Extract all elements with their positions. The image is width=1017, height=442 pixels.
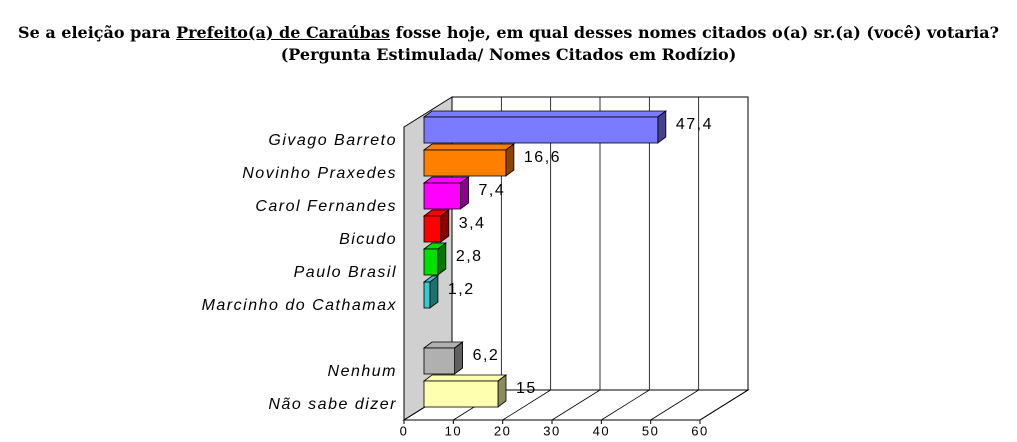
bar-side-shade: [437, 243, 446, 275]
grid-line: [601, 389, 650, 421]
value-label: 2,8: [456, 248, 483, 265]
category-label: Carol Fernandes: [255, 198, 397, 215]
x-tick-label: 0: [400, 423, 409, 438]
x-tick-label: 60: [691, 423, 708, 438]
category-label: Paulo Brasil: [294, 264, 397, 281]
value-label: 6,2: [473, 347, 500, 364]
grid-line: [699, 389, 749, 421]
category-label: Não sabe dizer: [268, 396, 397, 413]
grid-line: [551, 389, 601, 421]
grid-line: [650, 389, 699, 421]
bar: [423, 347, 455, 375]
bar-side-shade: [460, 177, 469, 209]
value-label: 16,6: [524, 149, 561, 166]
bar: [423, 281, 431, 309]
category-label: Bicudo: [339, 231, 397, 248]
bar: [423, 149, 507, 177]
value-label: 1,2: [448, 281, 475, 298]
subtitle: (Pergunta Estimulada/ Nomes Citados em R…: [280, 45, 737, 64]
bar: [423, 248, 439, 276]
title-block: Se a eleição para Prefeito(a) de Caraúba…: [0, 22, 1017, 66]
value-label: 7,4: [479, 182, 506, 199]
value-label: 3,4: [459, 215, 486, 232]
bar-side-shade: [454, 342, 463, 374]
bar-side-shade: [657, 111, 666, 143]
title-part: fosse hoje, em qual desses nomes citados…: [390, 23, 999, 42]
bar-top: [422, 110, 668, 118]
bar: [423, 116, 659, 144]
x-tick-label: 20: [494, 423, 511, 438]
title-part: Se a eleição para: [18, 23, 177, 42]
bar-top: [422, 374, 508, 382]
grid-line: [502, 389, 551, 421]
bar-side-shade: [498, 375, 506, 407]
value-label: 15: [516, 380, 537, 397]
category-label: Nenhum: [328, 363, 397, 380]
category-label: Marcinho do Cathamax: [202, 297, 397, 314]
x-tick-label: 10: [445, 423, 462, 438]
bar-side-shade: [440, 210, 449, 242]
bar: [423, 380, 499, 408]
x-tick-label: 50: [642, 423, 659, 438]
bar: [423, 215, 442, 243]
bar: [423, 182, 461, 210]
value-label: 47,4: [676, 116, 713, 133]
title-part: Prefeito(a) de Caraúbas: [176, 23, 391, 42]
bar-side-shade: [505, 144, 514, 176]
x-tick-label: 40: [593, 423, 610, 438]
bar-top: [422, 143, 516, 151]
category-label: Novinho Praxedes: [242, 165, 397, 182]
x-tick-label: 30: [543, 423, 560, 438]
category-label: Givago Barreto: [268, 132, 397, 149]
bar-side-shade: [429, 276, 438, 308]
